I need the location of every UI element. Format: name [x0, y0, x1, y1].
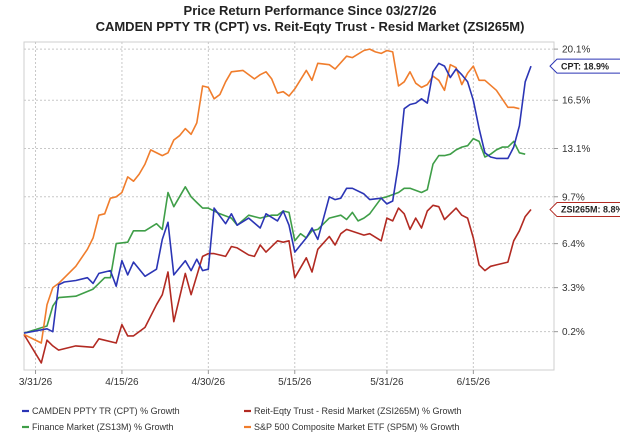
series-line-2: [23, 137, 526, 334]
y-axis-ticks: 20.1% 16.5% 13.1% 9.7% 6.4% 3.3% 0.2%: [554, 45, 590, 338]
legend-label: Finance Market (ZS13M) % Growth: [32, 422, 174, 432]
y-tick-label: 3.3%: [562, 283, 585, 294]
y-tick-label: 9.7%: [562, 192, 585, 203]
callout-0: CPT: 18.9%: [549, 58, 620, 74]
legend-item: S&P 500 Composite Market ETF (SP5M) % Gr…: [244, 422, 459, 432]
legend-item: Finance Market (ZS13M) % Growth: [22, 422, 174, 432]
series-line-0: [23, 62, 532, 334]
callout-label: ZSI265M: 8.8%: [561, 205, 620, 215]
series-lines: [23, 48, 532, 364]
chart-title: Price Return Performance Since 03/27/26: [184, 3, 437, 18]
y-tick-label: 6.4%: [562, 239, 585, 250]
chart-grid: [23, 41, 555, 371]
series-line-1: [23, 204, 532, 364]
y-tick-label: 16.5%: [562, 96, 590, 107]
y-tick-label: 0.2%: [562, 327, 585, 338]
x-tick-label: 5/15/26: [278, 377, 312, 388]
x-tick-label: 3/31/26: [19, 377, 53, 388]
x-tick-label: 6/15/26: [457, 377, 491, 388]
chart-subtitle: CAMDEN PPTY TR (CPT) vs. Reit-Eqty Trust…: [96, 19, 525, 34]
series-line-3: [23, 48, 520, 344]
x-tick-label: 4/30/26: [192, 377, 226, 388]
legend-label: Reit-Eqty Trust - Resid Market (ZSI265M)…: [254, 406, 462, 416]
x-tick-label: 4/15/26: [105, 377, 139, 388]
y-tick-label: 13.1%: [562, 144, 590, 155]
callout-1: ZSI265M: 8.8%: [549, 202, 620, 218]
value-callouts: CPT: 18.9% ZSI265M: 8.8%: [549, 58, 620, 218]
x-tick-label: 5/31/26: [370, 377, 404, 388]
legend-label: S&P 500 Composite Market ETF (SP5M) % Gr…: [254, 422, 459, 432]
plot-frame: [23, 41, 555, 371]
chart-legend: CAMDEN PPTY TR (CPT) % Growth Reit-Eqty T…: [22, 406, 462, 432]
callout-box: [549, 58, 620, 74]
x-axis-ticks: 3/31/26 4/15/26 4/30/26 5/15/26 5/31/26 6/15/…: [19, 370, 491, 388]
y-tick-label: 20.1%: [562, 45, 590, 56]
callout-label: CPT: 18.9%: [561, 61, 609, 71]
legend-label: CAMDEN PPTY TR (CPT) % Growth: [32, 406, 180, 416]
legend-item: CAMDEN PPTY TR (CPT) % Growth: [22, 406, 180, 416]
legend-item: Reit-Eqty Trust - Resid Market (ZSI265M)…: [244, 406, 462, 416]
callout-box: [549, 202, 620, 218]
